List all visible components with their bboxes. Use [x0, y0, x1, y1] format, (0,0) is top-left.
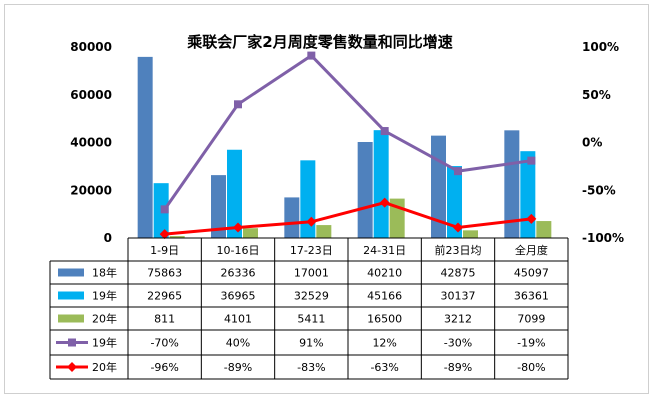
bar-19年-前23日均	[447, 166, 462, 238]
legend-label: 18年	[92, 266, 117, 280]
table-cell: -30%	[444, 337, 472, 350]
table-cell: -70%	[150, 337, 178, 350]
line-point-10-16日	[234, 100, 242, 109]
legend-label: 19年	[92, 336, 117, 350]
table-cell: 40210	[367, 267, 402, 280]
legend-label: 19年	[92, 289, 117, 303]
line-point-24-31日	[380, 127, 389, 136]
bar-18年-17-23日	[284, 197, 300, 238]
bar-20年-1-9日	[169, 236, 185, 238]
table-cell: 12%	[372, 337, 396, 350]
table-cell: 91%	[299, 337, 323, 350]
chart-frame	[4, 4, 649, 394]
line-point-全月度	[526, 213, 537, 224]
category-label: 1-9日	[150, 244, 179, 257]
table-cell: -80%	[517, 361, 545, 374]
line-point-前23日均	[453, 222, 463, 233]
bars	[137, 56, 552, 238]
right-tick-label: -100%	[582, 231, 624, 245]
category-label: 全月度	[515, 243, 548, 257]
table-cell: -89%	[224, 361, 252, 374]
table-cell: -83%	[297, 361, 325, 374]
table-cell: 5411	[297, 313, 325, 326]
bar-19年-24-31日	[373, 130, 389, 238]
legend-key	[58, 314, 84, 323]
left-tick-label: 80000	[70, 40, 112, 54]
lines	[159, 51, 537, 240]
bar-18年-10-16日	[211, 175, 226, 238]
table-cell: -63%	[370, 361, 398, 374]
table-cell: 45166	[367, 290, 402, 303]
category-label: 前23日均	[435, 243, 482, 257]
legend-key-marker	[68, 338, 76, 347]
right-tick-label: -50%	[582, 183, 616, 197]
bar-19年-17-23日	[300, 160, 316, 238]
table-cell: -19%	[517, 337, 545, 350]
right-tick-label: 0%	[582, 136, 602, 150]
right-tick-label: 50%	[582, 88, 611, 102]
category-label: 10-16日	[217, 244, 260, 257]
bar-18年-全月度	[504, 130, 520, 238]
table-cell: 30137	[441, 290, 476, 303]
left-axis: 0 20000 40000 60000 80000	[70, 40, 112, 245]
right-axis: -100% -50% 0% 50% 100%	[582, 40, 624, 245]
bar-20年-全月度	[536, 221, 552, 238]
category-label: 17-23日	[290, 244, 333, 257]
table-cell: -96%	[150, 361, 178, 374]
line-series-1	[164, 201, 532, 236]
bar-20年-前23日均	[463, 230, 478, 238]
bar-18年-24-31日	[357, 141, 373, 238]
line-point-24-31日	[379, 197, 390, 208]
left-tick-label: 0	[104, 231, 112, 245]
table-cell: 36965	[221, 290, 256, 303]
left-tick-label: 40000	[70, 136, 112, 150]
table-cell: 36361	[514, 290, 549, 303]
legend-label: 20年	[92, 360, 117, 374]
chart-title: 乘联会厂家2月周度零售数量和同比增速	[186, 33, 452, 51]
table-cell: 7099	[517, 313, 545, 326]
line-point-17-23日	[306, 216, 317, 227]
left-tick-label: 60000	[70, 88, 112, 102]
line-series-0	[163, 53, 532, 211]
legend-key	[58, 268, 84, 277]
line-point-17-23日	[307, 51, 316, 60]
bar-20年-17-23日	[316, 225, 332, 238]
data-table: 1-9日 10-16日 17-23日 24-31日 前23日均 全月度 18年 75863 26…	[49, 237, 569, 380]
category-label: 24-31日	[363, 244, 406, 257]
table-cell: 811	[154, 313, 175, 326]
line-point-1-9日	[160, 205, 169, 214]
bar-20年-10-16日	[243, 228, 258, 238]
legend-key	[58, 291, 84, 300]
table-cell: 45097	[514, 267, 549, 280]
line-point-10-16日	[233, 222, 243, 233]
bar-19年-10-16日	[227, 149, 242, 238]
bar-18年-1-9日	[137, 56, 153, 238]
table-cell: 3212	[444, 313, 472, 326]
legend-label: 20年	[92, 312, 117, 326]
table-cell: 22965	[147, 290, 182, 303]
table-cell: 26336	[221, 267, 256, 280]
table-cell: -89%	[444, 361, 472, 374]
table-cell: 42875	[441, 267, 476, 280]
table-cell: 17001	[294, 267, 329, 280]
left-tick-label: 20000	[70, 183, 112, 197]
table-cell: 32529	[294, 290, 329, 303]
line-point-前23日均	[454, 167, 462, 176]
table-cell: 75863	[147, 267, 182, 280]
line-point-1-9日	[159, 229, 170, 240]
table-cell: 4101	[224, 313, 252, 326]
right-tick-label: 100%	[582, 40, 619, 54]
table-cell: 40%	[226, 337, 250, 350]
table-cell: 16500	[367, 313, 402, 326]
line-point-全月度	[527, 156, 536, 165]
legend-key-marker	[67, 362, 77, 372]
